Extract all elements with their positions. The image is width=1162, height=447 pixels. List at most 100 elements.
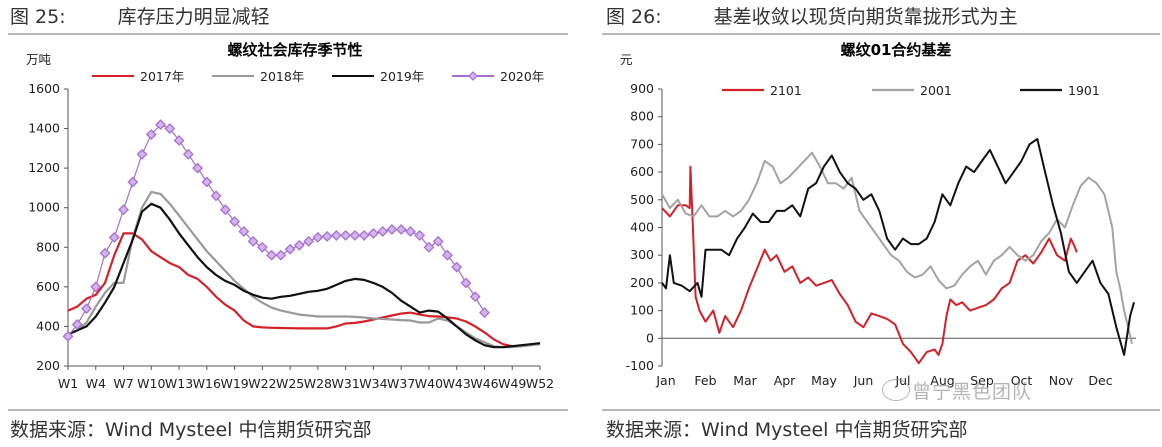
y-tick-label: 700 xyxy=(630,136,654,151)
data-point xyxy=(330,229,342,241)
data-point xyxy=(460,277,472,289)
x-tick-label: W7 xyxy=(113,376,133,391)
y-tick-label: 1000 xyxy=(28,200,60,215)
data-point xyxy=(367,228,379,239)
figure-25-title: 图 25: 库存压力明显减轻 xyxy=(10,2,270,29)
figure-25-source: 数据来源：Wind Mysteel 中信期货研究部 xyxy=(10,419,372,441)
figure-26-source: 数据来源：Wind Mysteel 中信期货研究部 xyxy=(606,419,968,441)
y-tick-label: 1400 xyxy=(28,121,60,136)
data-point xyxy=(395,224,407,235)
data-point xyxy=(312,231,324,243)
data-point xyxy=(247,235,259,247)
x-tick-label: Aug xyxy=(930,373,954,388)
data-point xyxy=(377,226,389,237)
data-point xyxy=(127,176,139,188)
y-tick-label: 200 xyxy=(36,358,60,373)
legend-label: 2018年 xyxy=(260,69,304,84)
data-point xyxy=(293,239,305,251)
series-line xyxy=(67,232,541,348)
x-tick-label: W4 xyxy=(86,376,106,391)
data-point xyxy=(99,247,111,259)
wechat-icon xyxy=(882,379,910,401)
y-tick-label: 300 xyxy=(630,247,654,262)
data-point xyxy=(358,229,370,241)
x-tick-label: Jun xyxy=(853,373,874,388)
figure-26-label: 图 26: xyxy=(606,6,662,28)
data-point xyxy=(173,135,185,146)
y-tick-label: 800 xyxy=(630,109,654,124)
y-tick-label: 1600 xyxy=(28,81,60,96)
x-tick-label: W37 xyxy=(387,376,415,391)
data-point xyxy=(90,281,102,293)
data-point xyxy=(451,261,463,273)
data-point xyxy=(71,319,83,330)
x-tick-label: W46 xyxy=(470,376,498,391)
data-point xyxy=(321,230,333,242)
x-tick-label: May xyxy=(811,373,837,388)
x-tick-label: Mar xyxy=(733,373,757,388)
figure-25-bottom-rule xyxy=(8,409,568,411)
y-tick-label: -100 xyxy=(626,358,654,373)
x-tick-label: Jan xyxy=(655,373,675,388)
x-tick-label: W10 xyxy=(137,376,165,391)
data-point xyxy=(349,229,361,241)
figure-25-caption: 库存压力明显减轻 xyxy=(117,6,270,28)
figure-26-caption: 基差收敛以现货向期货靠拢形式为主 xyxy=(713,6,1018,28)
figure-26-top-rule xyxy=(602,33,1160,35)
data-point xyxy=(182,148,194,160)
data-point xyxy=(432,235,444,247)
data-point xyxy=(303,235,315,247)
legend-label: 1901 xyxy=(1068,83,1100,98)
x-tick-label: Oct xyxy=(1011,373,1033,388)
x-tick-label: W31 xyxy=(332,376,360,391)
x-tick-label: W19 xyxy=(220,376,248,391)
x-tick-label: W40 xyxy=(415,376,443,391)
data-point xyxy=(229,216,241,227)
y-tick-label: 900 xyxy=(630,81,654,96)
y-tick-label: 400 xyxy=(630,220,654,235)
x-tick-label: W22 xyxy=(248,376,276,391)
data-point xyxy=(414,229,426,241)
data-point xyxy=(275,249,287,261)
data-point xyxy=(238,226,250,237)
x-tick-label: Apr xyxy=(774,373,796,388)
x-tick-label: Sep xyxy=(970,373,994,388)
data-point xyxy=(62,330,74,342)
y-tick-label: 500 xyxy=(630,192,654,207)
y-tick-label: 800 xyxy=(36,239,60,254)
y-tick-label: 600 xyxy=(630,164,654,179)
y-tick-label: 400 xyxy=(36,318,60,333)
legend-label: 2101 xyxy=(770,83,802,98)
x-tick-label: W34 xyxy=(359,376,387,391)
chart-title: 螺纹01合约基差 xyxy=(841,41,952,59)
data-point xyxy=(266,249,278,261)
legend-label: 2019年 xyxy=(380,69,424,84)
figure-25-label: 图 25: xyxy=(10,6,66,28)
x-tick-label: Nov xyxy=(1049,373,1074,388)
y-tick-label: 100 xyxy=(630,303,654,318)
x-tick-label: Dec xyxy=(1088,373,1112,388)
x-tick-label: W16 xyxy=(193,376,221,391)
data-point xyxy=(386,224,398,235)
data-point xyxy=(136,148,148,160)
series-line xyxy=(661,165,1078,365)
y-tick-label: 200 xyxy=(630,275,654,290)
data-point xyxy=(164,123,176,134)
legend-marker xyxy=(468,71,478,81)
data-point xyxy=(469,291,481,303)
data-point xyxy=(201,176,213,188)
data-point xyxy=(118,204,129,216)
x-tick-label: W52 xyxy=(526,376,554,391)
series-line xyxy=(67,202,541,349)
watermark: 曾宁黑色团队 xyxy=(912,381,1033,403)
data-point xyxy=(340,229,352,241)
data-point xyxy=(155,119,166,131)
data-point xyxy=(145,129,157,140)
y-tick-label: 1200 xyxy=(28,160,60,175)
legend-label: 2017年 xyxy=(140,69,184,84)
data-point xyxy=(256,241,268,253)
x-tick-label: W49 xyxy=(498,376,526,391)
x-tick-label: W28 xyxy=(304,376,332,391)
series-line xyxy=(67,123,486,337)
